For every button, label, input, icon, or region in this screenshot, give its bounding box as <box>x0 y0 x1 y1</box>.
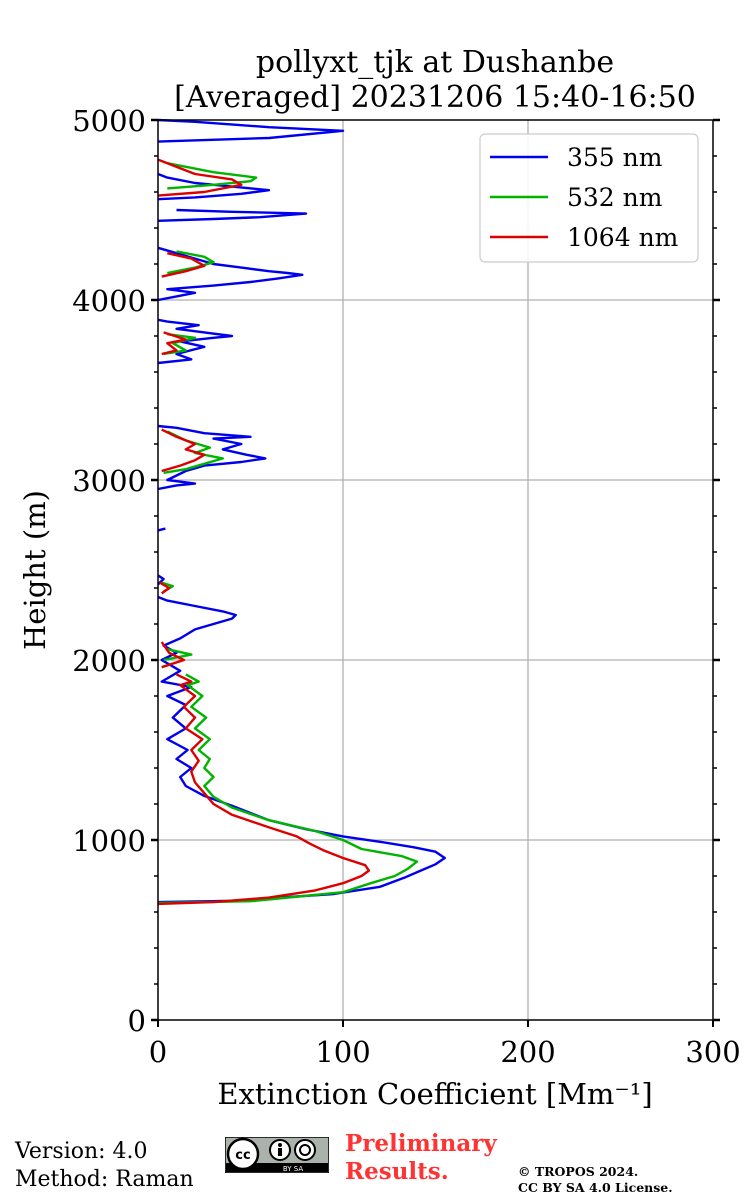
series-line-segment <box>159 581 171 595</box>
legend-box <box>479 133 699 263</box>
method-label: Method: Raman <box>15 1167 194 1192</box>
preliminary-results-note: Preliminary Results. <box>345 1130 497 1186</box>
y-tick-label: 0 <box>128 1004 146 1038</box>
legend-label: 532 nm <box>567 183 663 212</box>
preliminary-line-2: Results. <box>345 1158 449 1185</box>
x-tick-label: 300 <box>685 1035 740 1069</box>
copyright-note: © TROPOS 2024. CC BY SA 4.0 License. <box>518 1164 673 1196</box>
series-line-segment <box>157 158 243 197</box>
x-tick-label: 0 <box>149 1035 167 1069</box>
plot-frame <box>157 119 714 1021</box>
y-tick-label: 2000 <box>72 644 146 678</box>
y-tick-label: 4000 <box>72 284 146 318</box>
series-line-segment <box>157 318 234 365</box>
series-1064-nm <box>157 158 371 906</box>
grid-lines <box>158 120 713 1020</box>
y-tick-label: 5000 <box>72 104 146 138</box>
series-line-segment <box>157 673 419 905</box>
legend: 355 nm 532 nm 1064 nm <box>479 133 699 263</box>
preliminary-line-1: Preliminary <box>345 1130 497 1157</box>
chart-title: pollyxt_tjk at Dushanbe <box>256 45 614 80</box>
series-layer <box>157 118 446 906</box>
chart-subtitle: [Averaged] 20231206 15:40-16:50 <box>174 80 696 115</box>
series-line-segment <box>157 118 345 143</box>
series-line-segment <box>157 595 446 904</box>
series-line-segment <box>157 172 271 201</box>
series-line-segment <box>161 331 188 356</box>
legend-label: 355 nm <box>567 143 663 172</box>
copyright-line-2: CC BY SA 4.0 License. <box>518 1180 673 1195</box>
series-355-nm <box>157 118 446 904</box>
series-line-segment <box>161 428 206 473</box>
svg-text:cc: cc <box>235 1148 250 1163</box>
series-line-segment <box>161 252 206 278</box>
copyright-line-1: © TROPOS 2024. <box>518 1164 639 1179</box>
y-tick-label: 1000 <box>72 824 146 858</box>
series-line-segment <box>157 527 166 532</box>
series-line-segment <box>160 641 186 669</box>
series-line-segment <box>157 673 371 906</box>
x-axis-label: Extinction Coefficient [Mm⁻¹] <box>217 1077 652 1111</box>
y-axis-label: Height (m) <box>18 490 52 650</box>
series-line-segment <box>163 648 193 662</box>
series-line-segment <box>167 162 258 190</box>
cc-license-badge-icon: cc BY SA <box>225 1137 329 1173</box>
version-label: Version: 4.0 <box>15 1139 148 1164</box>
series-532-nm <box>157 162 419 905</box>
version-info: Version: 4.0 Method: Raman <box>15 1138 194 1194</box>
series-line-segment <box>157 208 308 222</box>
series-line-segment <box>157 424 267 491</box>
series-line-segment <box>157 246 304 302</box>
y-tick-label: 3000 <box>72 464 146 498</box>
x-tick-label: 200 <box>500 1035 555 1069</box>
series-line-segment <box>167 250 215 275</box>
svg-text:BY SA: BY SA <box>283 1165 303 1173</box>
x-tick-label: 100 <box>315 1035 370 1069</box>
legend-label: 1064 nm <box>567 223 679 252</box>
